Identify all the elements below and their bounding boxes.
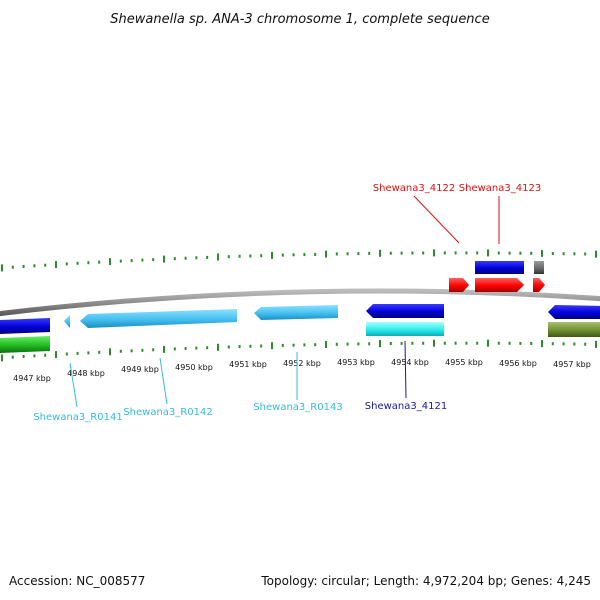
gene-arrow-red[interactable] [475,278,524,292]
label-leader-line [413,195,460,244]
axis-tick-label: 4953 kbp [337,358,375,367]
axis-tick-label: 4956 kbp [499,359,537,368]
axis-tick-label: 4950 kbp [175,363,213,372]
gene-label[interactable]: Shewana3_R0142 [123,407,212,418]
axis-tick-label: 4951 kbp [229,360,267,369]
gene-label[interactable]: Shewana3_4122 [373,183,455,194]
axis-tick-label: 4947 kbp [13,374,51,383]
gene-block-blue[interactable] [0,318,50,334]
gene-label[interactable]: Shewana3_4121 [365,401,447,412]
gene-label[interactable]: Shewana3_4123 [459,183,541,194]
inner-gc-ticks [1,339,597,362]
gene-arrow-blue[interactable] [548,305,600,319]
accession-text: Accession: NC_008577 [9,574,145,588]
gene-arrow-red[interactable] [533,278,545,292]
gene-label[interactable]: Shewana3_R0143 [253,402,342,413]
gene-block-gray[interactable] [534,261,544,274]
chromosome-backbone [0,288,600,317]
label-leader-line [159,357,168,405]
axis-tick-label: 4955 kbp [445,358,483,367]
gene-arrow-lightblue[interactable] [64,315,70,328]
summary-text: Topology: circular; Length: 4,972,204 bp… [260,574,591,588]
axis-tick-label: 4948 kbp [67,369,105,378]
map-title: Shewanella sp. ANA-3 chromosome 1, compl… [110,12,489,27]
gene-label[interactable]: Shewana3_R0141 [33,412,122,423]
axis-labels: 4947 kbp 4948 kbp 4949 kbp 4950 kbp 4951… [13,358,591,383]
axis-tick-label: 4949 kbp [121,365,159,374]
gene-block-blue[interactable] [475,261,524,274]
label-leader-line [404,340,407,399]
gene-block-olive[interactable] [548,322,600,337]
gene-arrow-red[interactable] [449,278,469,292]
axis-tick-label: 4954 kbp [391,358,429,367]
label-leader-line [69,362,78,408]
gene-arrow-blue[interactable] [366,304,444,318]
gene-arrow-lightblue[interactable] [80,309,237,328]
gene-arrow-lightblue[interactable] [254,305,338,320]
gene-block-cyan[interactable] [366,322,444,336]
gene-block-green[interactable] [0,336,50,353]
axis-tick-label: 4952 kbp [283,359,321,368]
axis-tick-label: 4957 kbp [553,360,591,369]
outer-gc-ticks [1,249,597,272]
